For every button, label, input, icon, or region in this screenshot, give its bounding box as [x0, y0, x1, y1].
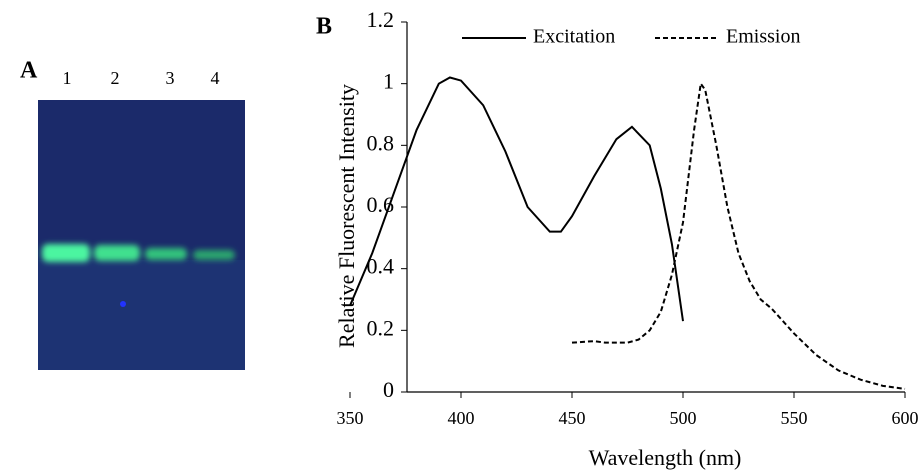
y-tick-label: 1.2	[367, 7, 395, 32]
y-tick-label: 0.2	[367, 315, 395, 340]
gel-spot	[120, 301, 126, 307]
y-axis-title: Relative Fluorescent Intensity	[334, 84, 359, 348]
y-tick-label: 0	[383, 377, 394, 402]
lane-label: 2	[111, 68, 120, 88]
y-tick-label: 1	[383, 69, 394, 94]
x-tick-label: 600	[892, 408, 919, 428]
legend-label: Emission	[726, 26, 800, 48]
x-tick-label: 400	[448, 408, 475, 428]
lane-label: 1	[63, 68, 72, 88]
series-line	[571, 81, 906, 390]
band	[42, 244, 90, 262]
gel-bands	[42, 244, 235, 262]
x-tick-label: 550	[781, 408, 808, 428]
panel-label: B	[316, 14, 332, 40]
lane-label: 3	[166, 68, 175, 88]
x-tick-label: 350	[337, 408, 364, 428]
band	[193, 250, 235, 260]
panel-label: A	[20, 58, 38, 84]
series-line	[349, 76, 684, 322]
lane-label: 4	[211, 68, 220, 88]
x-tick-label: 500	[670, 408, 697, 428]
legend-label: Excitation	[533, 26, 615, 48]
y-tick-label: 0.8	[367, 130, 395, 155]
band	[145, 248, 187, 260]
x-axis-title: Wavelength (nm)	[589, 445, 742, 470]
x-tick-label: 450	[559, 408, 586, 428]
gel-shade	[38, 260, 245, 370]
band	[94, 245, 140, 261]
